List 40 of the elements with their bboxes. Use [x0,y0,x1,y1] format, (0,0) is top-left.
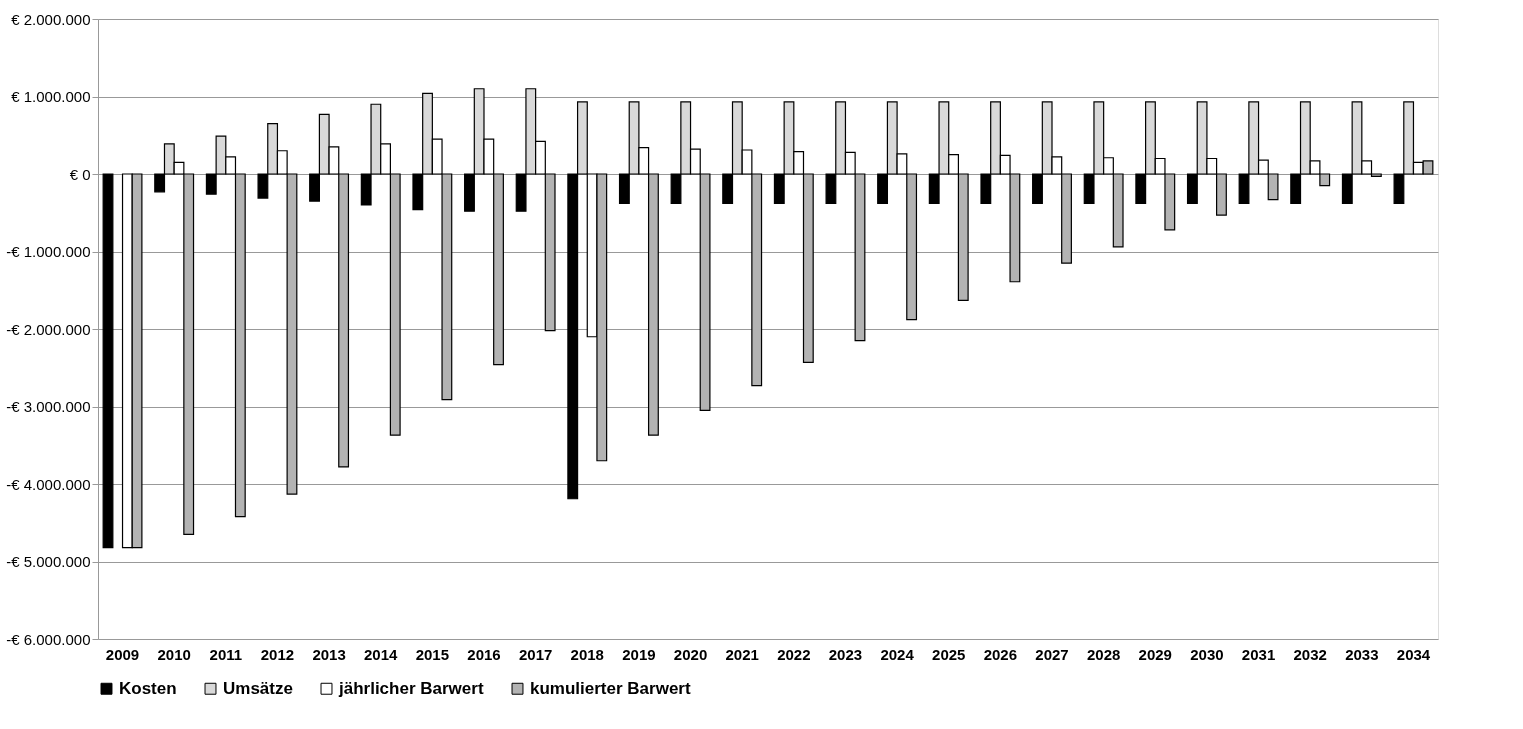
x-tick-label: 2011 [209,645,243,663]
y-tick-label: € 2.000.000 [11,10,91,28]
x-tick-label: 2021 [725,645,759,663]
y-tick-label: € 0 [69,165,91,183]
x-tick-label: 2018 [570,645,604,663]
y-tick-label: € 1.000.000 [11,88,91,105]
legend-label: Umsätze [223,678,293,698]
x-tick-label: 2020 [673,645,708,663]
x-tick-label: 2010 [157,645,191,663]
x-tick-label: 2027 [1035,645,1069,663]
x-tick-label: 2014 [364,645,399,663]
y-tick-label: -€ 4.000.000 [6,475,91,493]
x-tick-label: 2013 [312,645,346,663]
x-tick-label: 2022 [777,645,811,663]
x-tick-label: 2034 [1396,645,1431,663]
x-tick-label: 2019 [622,645,656,663]
x-tick-label: 2028 [1086,645,1121,663]
y-tick-label: -€ 3.000.000 [6,398,91,415]
legend-label: Kosten [119,678,177,698]
x-tick-label: 2016 [467,645,501,663]
x-tick-label: 2017 [518,645,553,663]
bar [102,173,114,549]
x-tick-label: 2015 [415,645,450,663]
x-tick-label: 2031 [1241,645,1276,663]
legend-label: kumulierter Barwert [530,678,691,698]
legend-label: jährlicher Barwert [338,678,484,698]
x-tick-label: 2012 [260,645,295,663]
y-tick-label: -€ 5.000.000 [6,553,91,570]
x-tick-label: 2025 [932,645,966,663]
x-tick-label: 2033 [1345,645,1379,663]
x-tick-label: 2032 [1293,645,1327,663]
x-tick-label: 2030 [1190,645,1224,663]
x-tick-label: 2024 [880,645,915,663]
y-tick-label: -€ 6.000.000 [6,630,91,648]
x-tick-label: 2023 [828,645,863,663]
x-tick-label: 2009 [105,645,140,663]
y-tick-label: -€ 2.000.000 [6,320,91,338]
y-tick-label: -€ 1.000.000 [6,243,91,260]
x-tick-label: 2029 [1138,645,1172,663]
x-tick-label: 2026 [983,645,1018,663]
